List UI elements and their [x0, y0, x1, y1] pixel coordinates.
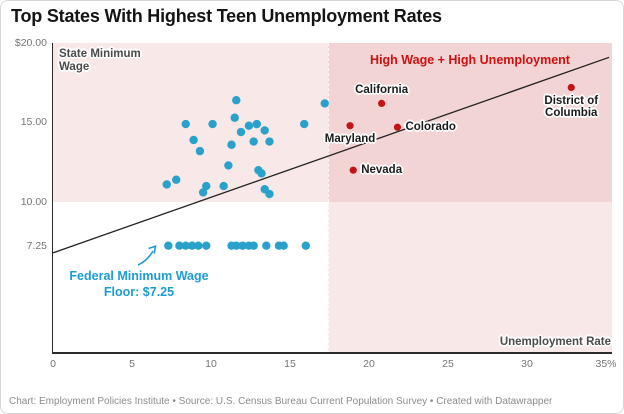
y-tick-label: $20.00 — [14, 37, 47, 49]
data-points — [162, 83, 575, 250]
chart-title: Top States With Highest Teen Unemploymen… — [11, 6, 442, 26]
data-point[interactable] — [249, 137, 258, 146]
federal-min-wage-line1: Federal Minimum Wage — [69, 269, 209, 283]
data-point[interactable] — [224, 161, 233, 170]
highlighted-data-point[interactable] — [393, 123, 402, 131]
data-point[interactable] — [301, 241, 310, 250]
data-point[interactable] — [279, 241, 288, 250]
data-point[interactable] — [194, 241, 203, 250]
data-point[interactable] — [262, 241, 271, 250]
data-point[interactable] — [181, 241, 190, 250]
data-point[interactable] — [181, 119, 190, 129]
attribution-footer: Chart: Employment Policies Institute • S… — [9, 396, 553, 407]
data-point[interactable] — [162, 180, 171, 189]
data-point[interactable] — [236, 127, 246, 137]
x-tick-label: 15 — [284, 358, 296, 370]
highlighted-data-point[interactable] — [567, 83, 575, 92]
state-label: Maryland — [324, 132, 376, 145]
data-point[interactable] — [230, 113, 239, 122]
data-point[interactable] — [252, 119, 262, 129]
data-point[interactable] — [257, 169, 266, 178]
state-label: California — [355, 84, 409, 97]
data-point[interactable] — [244, 121, 254, 130]
data-point[interactable] — [208, 119, 217, 129]
x-axis-title: Unemployment Rate — [499, 336, 611, 348]
x-tick-label: 25 — [442, 358, 454, 370]
data-point[interactable] — [300, 119, 309, 129]
data-point[interactable] — [260, 126, 269, 135]
data-point[interactable] — [232, 96, 241, 105]
data-point[interactable] — [164, 241, 173, 250]
y-tick-label: 7.25 — [26, 239, 47, 252]
data-point[interactable] — [249, 241, 258, 250]
data-point[interactable] — [265, 137, 274, 146]
data-point[interactable] — [227, 140, 236, 149]
highlighted-data-point[interactable] — [349, 166, 357, 174]
x-tick-label: 10 — [205, 358, 217, 370]
data-point[interactable] — [187, 241, 197, 250]
x-tick-label: 5 — [129, 358, 135, 370]
x-tick-label: 30 — [521, 358, 533, 370]
y-tick-label: 15.00 — [20, 116, 47, 129]
data-point[interactable] — [320, 99, 329, 108]
x-tick-label: 35% — [595, 358, 617, 370]
y-axis-line — [51, 43, 53, 353]
data-point[interactable] — [219, 181, 228, 191]
data-point[interactable] — [265, 189, 274, 199]
federal-min-wage-annotation: Federal Minimum Wage Floor: $7.25 — [69, 268, 208, 301]
state-label: District of Columbia — [544, 94, 599, 120]
x-tick-label: 0 — [50, 358, 56, 370]
data-point[interactable] — [232, 241, 241, 250]
x-axis-line — [51, 352, 612, 354]
quadrant-label: High Wage + High Unemployment — [370, 53, 570, 67]
y-axis-title: State Minimum Wage — [59, 48, 141, 74]
data-point[interactable] — [172, 175, 181, 184]
data-point[interactable] — [175, 241, 184, 250]
data-point[interactable] — [202, 241, 211, 250]
data-point[interactable] — [195, 146, 205, 156]
annotation-arrow-icon — [137, 245, 157, 266]
data-point[interactable] — [238, 241, 247, 250]
state-label: Colorado — [405, 120, 456, 133]
highlighted-data-point[interactable] — [378, 99, 386, 108]
highlighted-data-point[interactable] — [346, 122, 354, 130]
data-point[interactable] — [189, 135, 198, 145]
y-tick-label: 10.00 — [20, 195, 47, 208]
federal-min-wage-line2: Floor: $7.25 — [103, 285, 175, 300]
data-point[interactable] — [202, 181, 211, 191]
data-point[interactable] — [198, 188, 208, 197]
state-label: Nevada — [361, 163, 403, 176]
region-high-unemployment — [327, 201, 612, 353]
x-tick-label: 20 — [363, 358, 375, 370]
